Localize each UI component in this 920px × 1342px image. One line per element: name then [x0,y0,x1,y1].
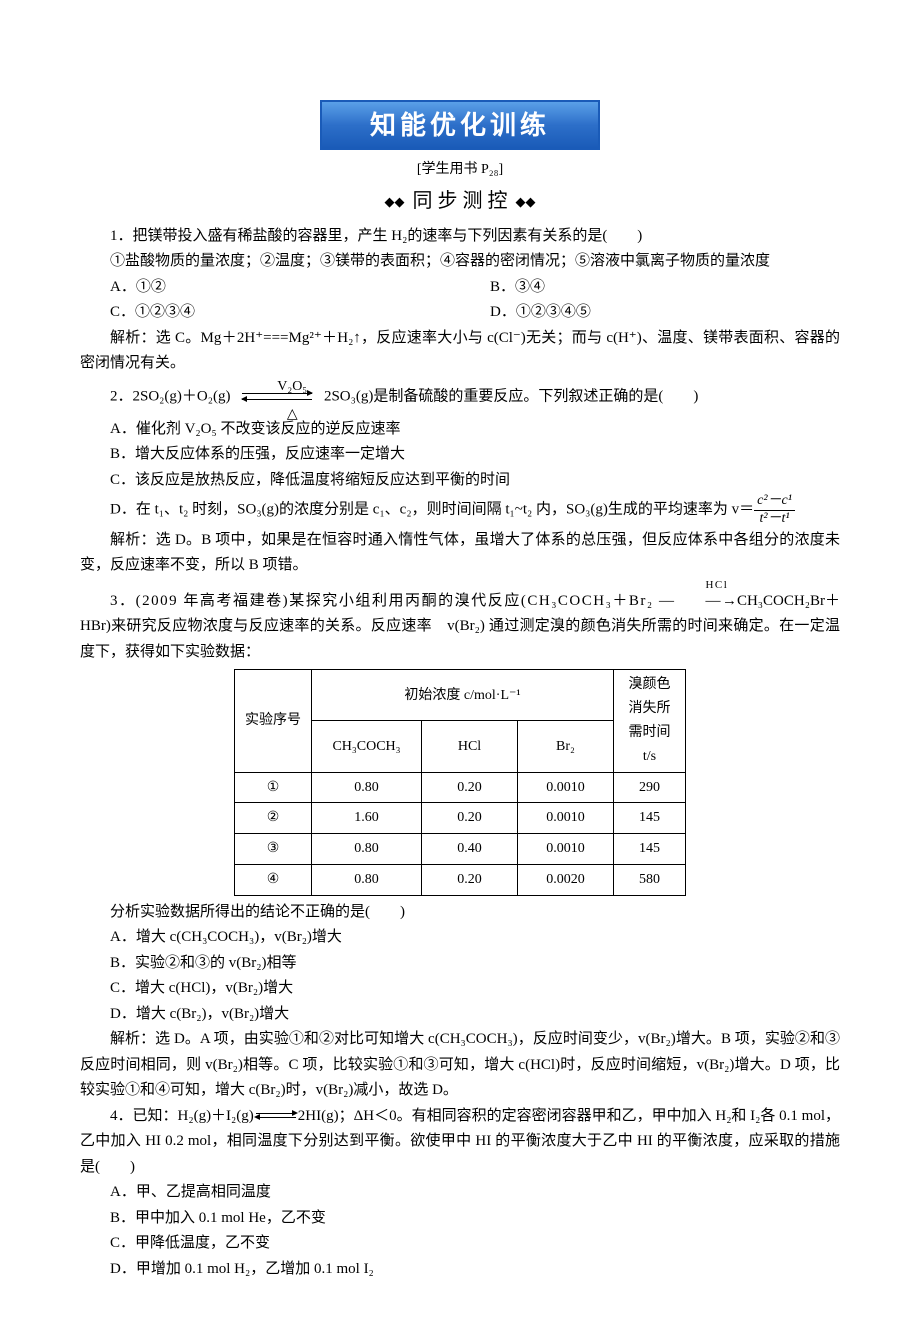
cell-time: 145 [614,803,686,834]
section-text: 同 步 测 控 [413,190,508,212]
cell-hcl: 0.20 [422,864,518,895]
equilibrium-arrow-icon: V₂O₅ △ [234,377,320,417]
page-reference: [学生用书 P₂₈] [80,158,840,182]
q4-option-c: C．甲降低温度，乙不变 [80,1231,840,1257]
q2-answer: 解析：选 D。B 项中，如果是在恒容时通入惰性气体，虽增大了体系的总压强，但反应… [80,528,840,579]
reaction-condition: HCl― [675,579,722,615]
cell-exp-num: ③ [235,834,312,865]
table-row: ④ 0.80 0.20 0.0020 580 [235,864,686,895]
th-hcl: HCl [422,721,518,772]
q1-option-d: D．①②③④⑤ [460,300,840,326]
diamond-right: ◆◆ [516,194,536,209]
q1-options-row2: C．①②③④ D．①②③④⑤ [80,300,840,326]
cell-br2: 0.0010 [518,834,614,865]
q3-option-b: B．实验②和③的 v(Br₂)相等 [80,951,840,977]
cell-br2: 0.0010 [518,772,614,803]
diamond-left: ◆◆ [385,194,405,209]
q2-option-d: D．在 t₁、t₂ 时刻，SO₃(g)的浓度分别是 c₁、c₂，则时间间隔 t₁… [80,493,840,528]
cell-acetone: 1.60 [312,803,422,834]
q4-option-a: A．甲、乙提高相同温度 [80,1180,840,1206]
cell-time: 290 [614,772,686,803]
equilibrium-arrow-icon [254,1111,298,1121]
q3-tail: 分析实验数据所得出的结论不正确的是( ) [80,900,840,926]
cell-br2: 0.0020 [518,864,614,895]
th-experiment: 实验序号 [235,670,312,772]
th-concentration: 初始浓度 c/mol·L⁻¹ [312,670,614,721]
fraction-numerator: c²－c¹ [754,493,795,511]
experiment-table: 实验序号 初始浓度 c/mol·L⁻¹ 溴颜色消失所需时间t/s CH₃COCH… [234,669,686,895]
th-time: 溴颜色消失所需时间t/s [614,670,686,772]
q1-stem: 1．把镁带投入盛有稀盐酸的容器里，产生 H₂的速率与下列因素有关系的是( ) [80,224,840,250]
q1-answer: 解析：选 C。Mg＋2H⁺===Mg²⁺＋H₂↑，反应速率大小与 c(Cl⁻)无… [80,326,840,377]
section-heading: ◆◆ 同 步 测 控 ◆◆ [80,184,840,218]
q4-option-d: D．甲增加 0.1 mol H₂，乙增加 0.1 mol I₂ [80,1257,840,1283]
cell-br2: 0.0010 [518,803,614,834]
q2-rhs: 2SO₃(g)是制备硫酸的重要反应。下列叙述正确的是( ) [324,388,698,404]
q3-stem: 3．(2009 年高考福建卷)某探究小组利用丙酮的溴代反应(CH₃COCH₃＋B… [80,579,840,666]
table-row: ② 1.60 0.20 0.0010 145 [235,803,686,834]
cell-hcl: 0.20 [422,803,518,834]
table-row: ① 0.80 0.20 0.0010 290 [235,772,686,803]
q1-options-row1: A．①② B．③④ [80,275,840,301]
q2-lhs: 2．2SO₂(g)＋O₂(g) [110,388,230,404]
cell-acetone: 0.80 [312,834,422,865]
th-br2: Br₂ [518,721,614,772]
cell-hcl: 0.20 [422,772,518,803]
q2-option-b: B．增大反应体系的压强，反应速率一定增大 [80,442,840,468]
q3-answer: 解析：选 D。A 项，由实验①和②对比可知增大 c(CH₃COCH₃)，反应时间… [80,1027,840,1104]
cell-hcl: 0.40 [422,834,518,865]
q1-substem: ①盐酸物质的量浓度；②温度；③镁带的表面积；④容器的密闭情况；⑤溶液中氯离子物质… [80,249,840,275]
table-row: ③ 0.80 0.40 0.0010 145 [235,834,686,865]
cell-exp-num: ② [235,803,312,834]
q4-option-b: B．甲中加入 0.1 mol He，乙不变 [80,1206,840,1232]
table-header-row: 实验序号 初始浓度 c/mol·L⁻¹ 溴颜色消失所需时间t/s [235,670,686,721]
q2-d-text: D．在 t₁、t₂ 时刻，SO₃(g)的浓度分别是 c₁、c₂，则时间间隔 t₁… [110,502,754,518]
q2-stem: 2．2SO₂(g)＋O₂(g) V₂O₅ △ 2SO₃(g)是制备硫酸的重要反应… [80,377,840,417]
hcl-label: HCl [675,576,722,595]
cell-exp-num: ④ [235,864,312,895]
cell-acetone: 0.80 [312,772,422,803]
q3-stem-a: 3．(2009 年高考福建卷)某探究小组利用丙酮的溴代反应(CH₃COCH₃＋B… [110,593,675,609]
q1-option-c: C．①②③④ [80,300,460,326]
q1-option-a: A．①② [80,275,460,301]
q1-option-b: B．③④ [460,275,840,301]
banner-title: 知能优化训练 [320,100,600,150]
q2-option-a: A．催化剂 V₂O₅ 不改变该反应的逆反应速率 [80,417,840,443]
q4-pre: 4．已知：H₂(g)＋I₂(g) [110,1108,254,1124]
fraction-denominator: t²－t¹ [754,511,795,528]
cell-acetone: 0.80 [312,864,422,895]
q3-option-a: A．增大 c(CH₃COCH₃)，v(Br₂)增大 [80,925,840,951]
heat-triangle-icon: △ [257,403,298,427]
q3-option-c: C．增大 c(HCl)，v(Br₂)增大 [80,976,840,1002]
q3-option-d: D．增大 c(Br₂)，v(Br₂)增大 [80,1002,840,1028]
cell-exp-num: ① [235,772,312,803]
fraction: c²－c¹t²－t¹ [754,493,795,528]
q2-option-c: C．该反应是放热反应，降低温度将缩短反应达到平衡的时间 [80,468,840,494]
cell-time: 580 [614,864,686,895]
cell-time: 145 [614,834,686,865]
th-acetone: CH₃COCH₃ [312,721,422,772]
q4-stem: 4．已知：H₂(g)＋I₂(g)2HI(g)；ΔH＜0。有相同容积的定容密闭容器… [80,1104,840,1181]
